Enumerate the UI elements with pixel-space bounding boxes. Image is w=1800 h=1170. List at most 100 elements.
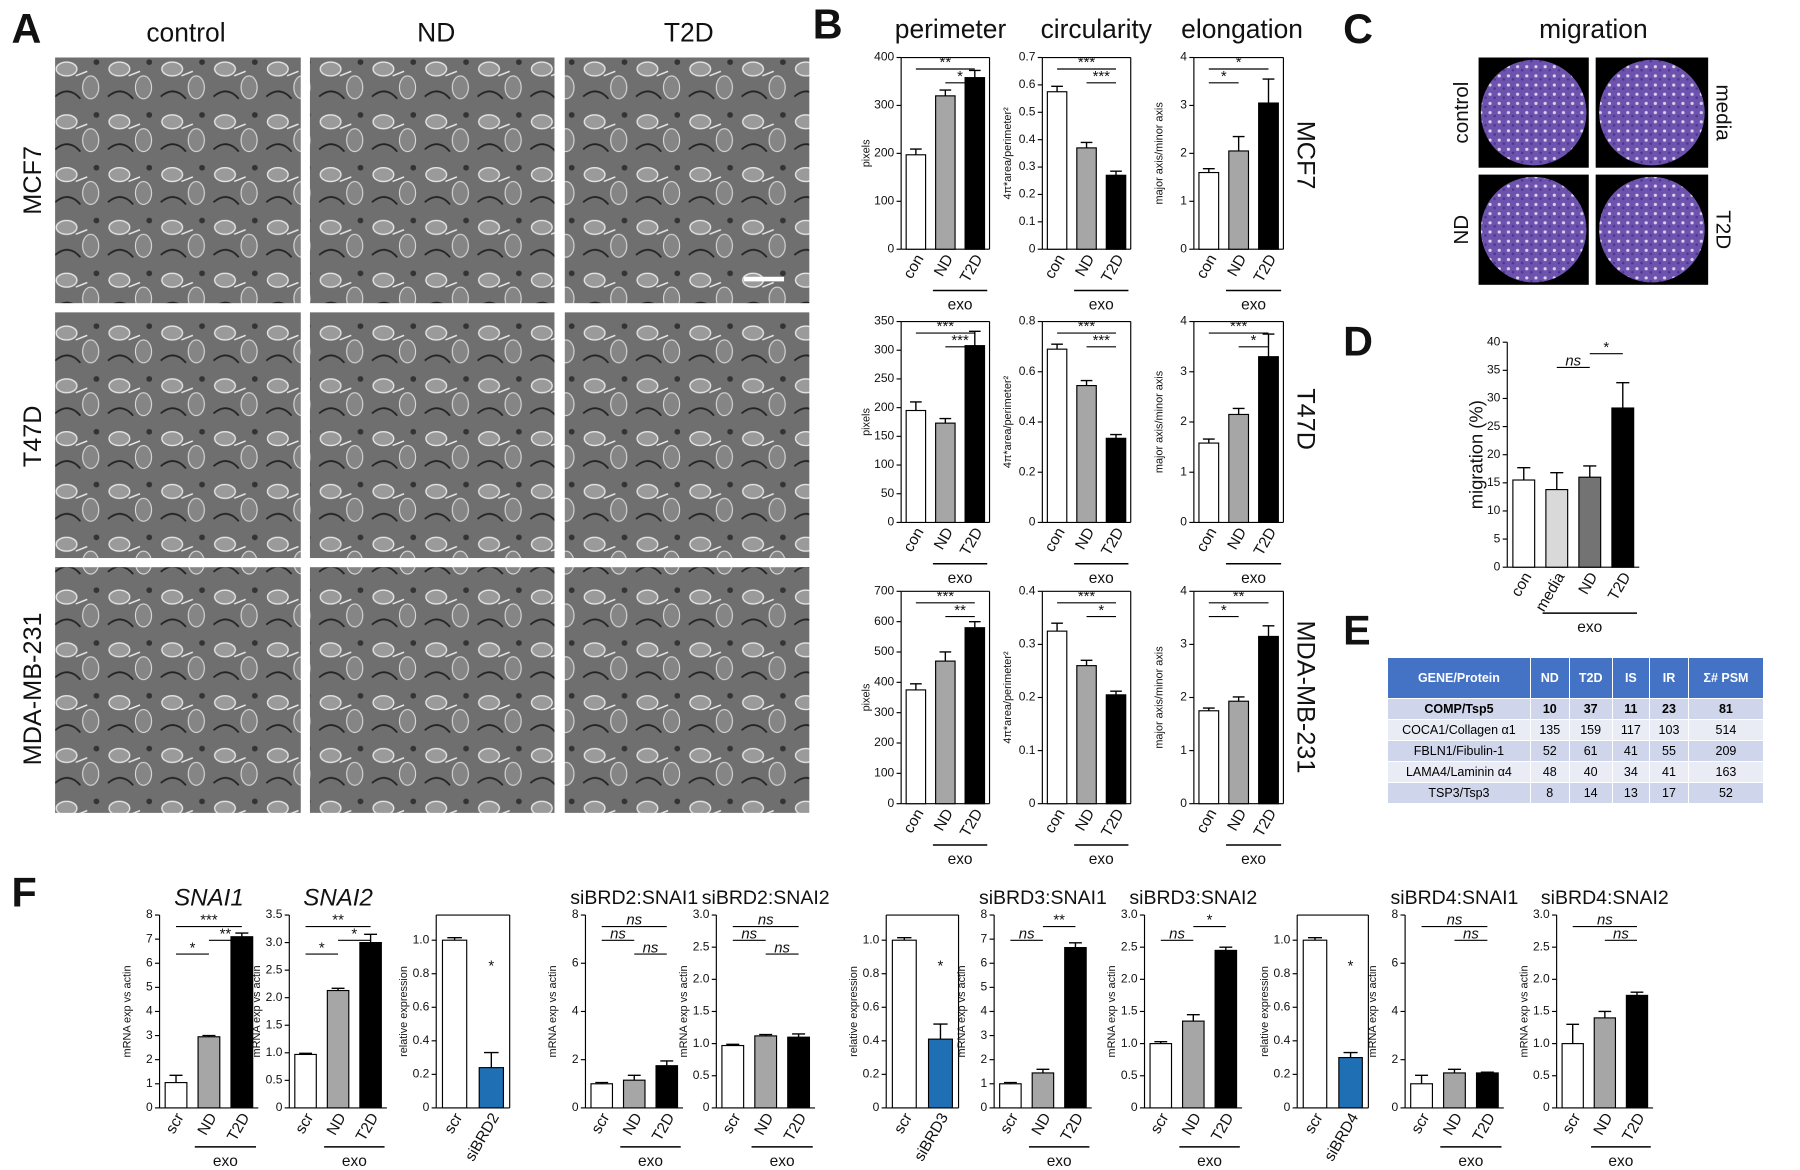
x-tick-label: T2D — [1098, 252, 1127, 286]
bar — [197, 1036, 221, 1109]
panel-letter: B — [813, 2, 843, 48]
y-tick-label: 0.2 — [413, 1067, 430, 1081]
bar — [1046, 630, 1068, 805]
error-bar — [939, 89, 952, 96]
chart-title: siBRD2:SNAI1 — [570, 887, 698, 909]
header-cell: ND — [1529, 657, 1570, 699]
y-tick-label: 5 — [1494, 531, 1501, 545]
y-tick-label: 6 — [1392, 955, 1399, 969]
bar — [164, 1082, 188, 1109]
y-tick-label: 2 — [1180, 414, 1187, 428]
y-tick-label: 2 — [1180, 146, 1187, 160]
error-bar — [968, 330, 981, 346]
y-tick-label: 3.0 — [1121, 907, 1138, 921]
x-tick-label: con — [1508, 570, 1535, 600]
y-tick-label: 0 — [1180, 515, 1187, 529]
significance-label: * — [1098, 602, 1104, 619]
table-cell: 23 — [1649, 698, 1689, 720]
group-label: exo — [770, 1153, 795, 1170]
table-cell: 61 — [1568, 740, 1613, 762]
bar — [1611, 407, 1635, 568]
header-cell: GENE/Protein — [1387, 657, 1531, 699]
significance-label: * — [488, 958, 494, 975]
y-tick-label: 0 — [1180, 796, 1187, 810]
table-cell: 40 — [1568, 761, 1613, 783]
bar — [1443, 1072, 1466, 1109]
bar-chart: 0 0.2 0.4 0.6 0.8 1.0 relative expression scrsi… — [1259, 914, 1369, 1164]
bar — [1512, 479, 1536, 568]
y-tick-label: 1 — [146, 1076, 153, 1090]
bar-chart: 0 1 2 3 4 major axis/minor axis con ND T2D exo * * — [1153, 50, 1284, 314]
y-tick-label: 0 — [1029, 515, 1036, 529]
y-tick-label: 0.3 — [1019, 159, 1036, 173]
x-tick-label: ND — [931, 525, 957, 553]
y-tick-label: 1 — [981, 1076, 988, 1090]
table-cell: 34 — [1611, 761, 1651, 783]
y-tick-label: 35 — [1487, 363, 1501, 377]
x-tick-label: T2D — [1619, 1110, 1648, 1144]
y-axis-label: pixels — [861, 408, 873, 436]
y-tick-label: 4 — [1180, 584, 1187, 598]
y-tick-label: 0.1 — [1019, 743, 1036, 757]
table-cell: TSP3/Tsp3 — [1387, 782, 1531, 804]
significance-label: * — [1603, 339, 1609, 356]
y-tick-label: 0 — [1392, 1100, 1399, 1114]
table-cell: FBLN1/Fibulin-1 — [1387, 740, 1531, 762]
bar-chart: 0 2 4 6 8 mRNA exp vs actin siBRD2:SNAI1 scr ND T… — [547, 887, 698, 1170]
plate-label: media — [1711, 84, 1734, 141]
y-tick-label: 0.1 — [1019, 214, 1036, 228]
x-tick-label: T2D — [1251, 525, 1280, 559]
y-tick-label: 1.5 — [693, 1004, 710, 1018]
y-tick-label: 4 — [1180, 314, 1187, 328]
error-bar — [759, 1033, 773, 1036]
error-bar — [1566, 1023, 1580, 1044]
bar — [294, 1053, 317, 1109]
y-tick-label: 100 — [874, 766, 894, 780]
table-row: FBLN1/Fibulin-1 52 61 41 55 209 — [1387, 740, 1765, 762]
error-bar — [1080, 379, 1093, 386]
y-tick-label: 2.5 — [266, 962, 283, 976]
x-tick-label: ND — [931, 806, 957, 834]
table-cell: 117 — [1611, 719, 1651, 741]
y-tick-label: 2.5 — [1533, 939, 1550, 953]
error-bar — [1550, 472, 1564, 490]
bar — [1046, 91, 1068, 250]
y-tick-label: 5 — [981, 980, 988, 994]
bar — [1181, 1020, 1205, 1109]
panel-a-images — [55, 57, 810, 813]
y-axis-label: relative expression — [848, 966, 860, 1057]
error-bar — [1232, 407, 1245, 415]
x-tick-label: ND — [620, 1110, 646, 1138]
y-tick-label: 1.0 — [1533, 1036, 1550, 1050]
bar — [1064, 947, 1087, 1109]
y-tick-label: 3 — [981, 1028, 988, 1042]
bar — [1046, 348, 1068, 524]
error-bar — [1598, 1010, 1612, 1018]
column-title: circularity — [1041, 14, 1153, 44]
y-tick-label: 0.8 — [863, 966, 880, 980]
y-tick-label: 3.0 — [693, 907, 710, 921]
micrograph — [55, 567, 301, 813]
significance-label: *** — [1093, 68, 1111, 85]
error-bar — [447, 936, 462, 941]
y-axis-label: relative expression — [1259, 966, 1271, 1057]
error-bar — [484, 1051, 499, 1068]
micrograph — [564, 312, 810, 559]
x-tick-label: ND — [1224, 806, 1250, 834]
bar — [590, 1083, 614, 1109]
bar — [359, 942, 382, 1109]
bar — [1149, 1043, 1173, 1109]
error-bar — [595, 1081, 609, 1084]
significance-label: ** — [332, 912, 344, 929]
x-tick-label: T2D — [957, 525, 986, 559]
panel-letter: A — [11, 6, 41, 52]
y-tick-label: 400 — [874, 675, 894, 689]
y-axis-label: 4π*area/perimeter² — [1002, 651, 1014, 744]
y-tick-label: 400 — [874, 50, 894, 64]
y-tick-label: 6 — [981, 955, 988, 969]
header-cell: Σ# PSM — [1687, 657, 1765, 699]
micrograph — [55, 57, 301, 304]
error-bar — [1630, 991, 1644, 996]
y-tick-label: 600 — [874, 614, 894, 628]
